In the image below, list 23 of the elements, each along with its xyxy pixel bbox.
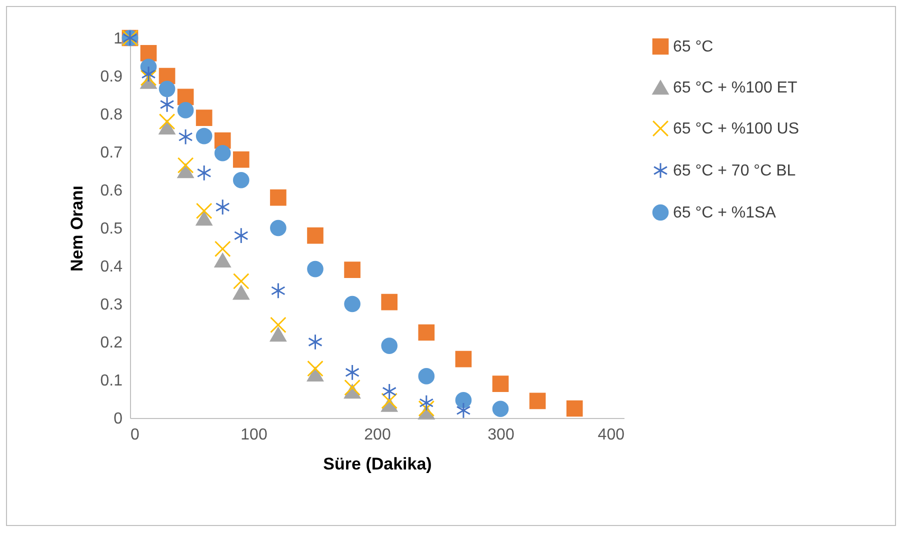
y-tick-label: 0.9	[100, 68, 123, 86]
y-tick-label: 0.1	[100, 372, 123, 390]
legend-label: 65 °C + %100 US	[673, 120, 800, 138]
legend-label: 65 °C + 70 °C BL	[673, 162, 796, 180]
x-axis-title: Süre (Dakika)	[323, 454, 432, 474]
x-tick-label: 300	[488, 426, 514, 444]
y-tick-label: 1	[114, 30, 123, 48]
x-tick-label: 200	[364, 426, 391, 444]
y-tick-label: 0.8	[100, 106, 123, 124]
x-tick-label: 0	[130, 426, 140, 444]
legend-label: 65 °C + %100 ET	[673, 80, 798, 96]
y-tick-label: 0	[114, 410, 123, 428]
y-tick-label: 0.7	[100, 144, 123, 162]
y-tick-label: 0.4	[100, 258, 123, 276]
legend-label: 65 °C	[673, 38, 714, 56]
y-tick-label: 0.6	[100, 182, 123, 200]
y-tick-label: 0.3	[100, 296, 123, 314]
x-tick-label: 400	[598, 426, 625, 444]
x-tick-label: 100	[240, 426, 268, 444]
y-axis-title: Nem Oranı	[67, 186, 86, 272]
y-tick-label: 0.2	[100, 334, 123, 352]
legend-label: 65 °C + %1SA	[673, 204, 776, 222]
y-tick-label: 0.5	[100, 220, 123, 238]
